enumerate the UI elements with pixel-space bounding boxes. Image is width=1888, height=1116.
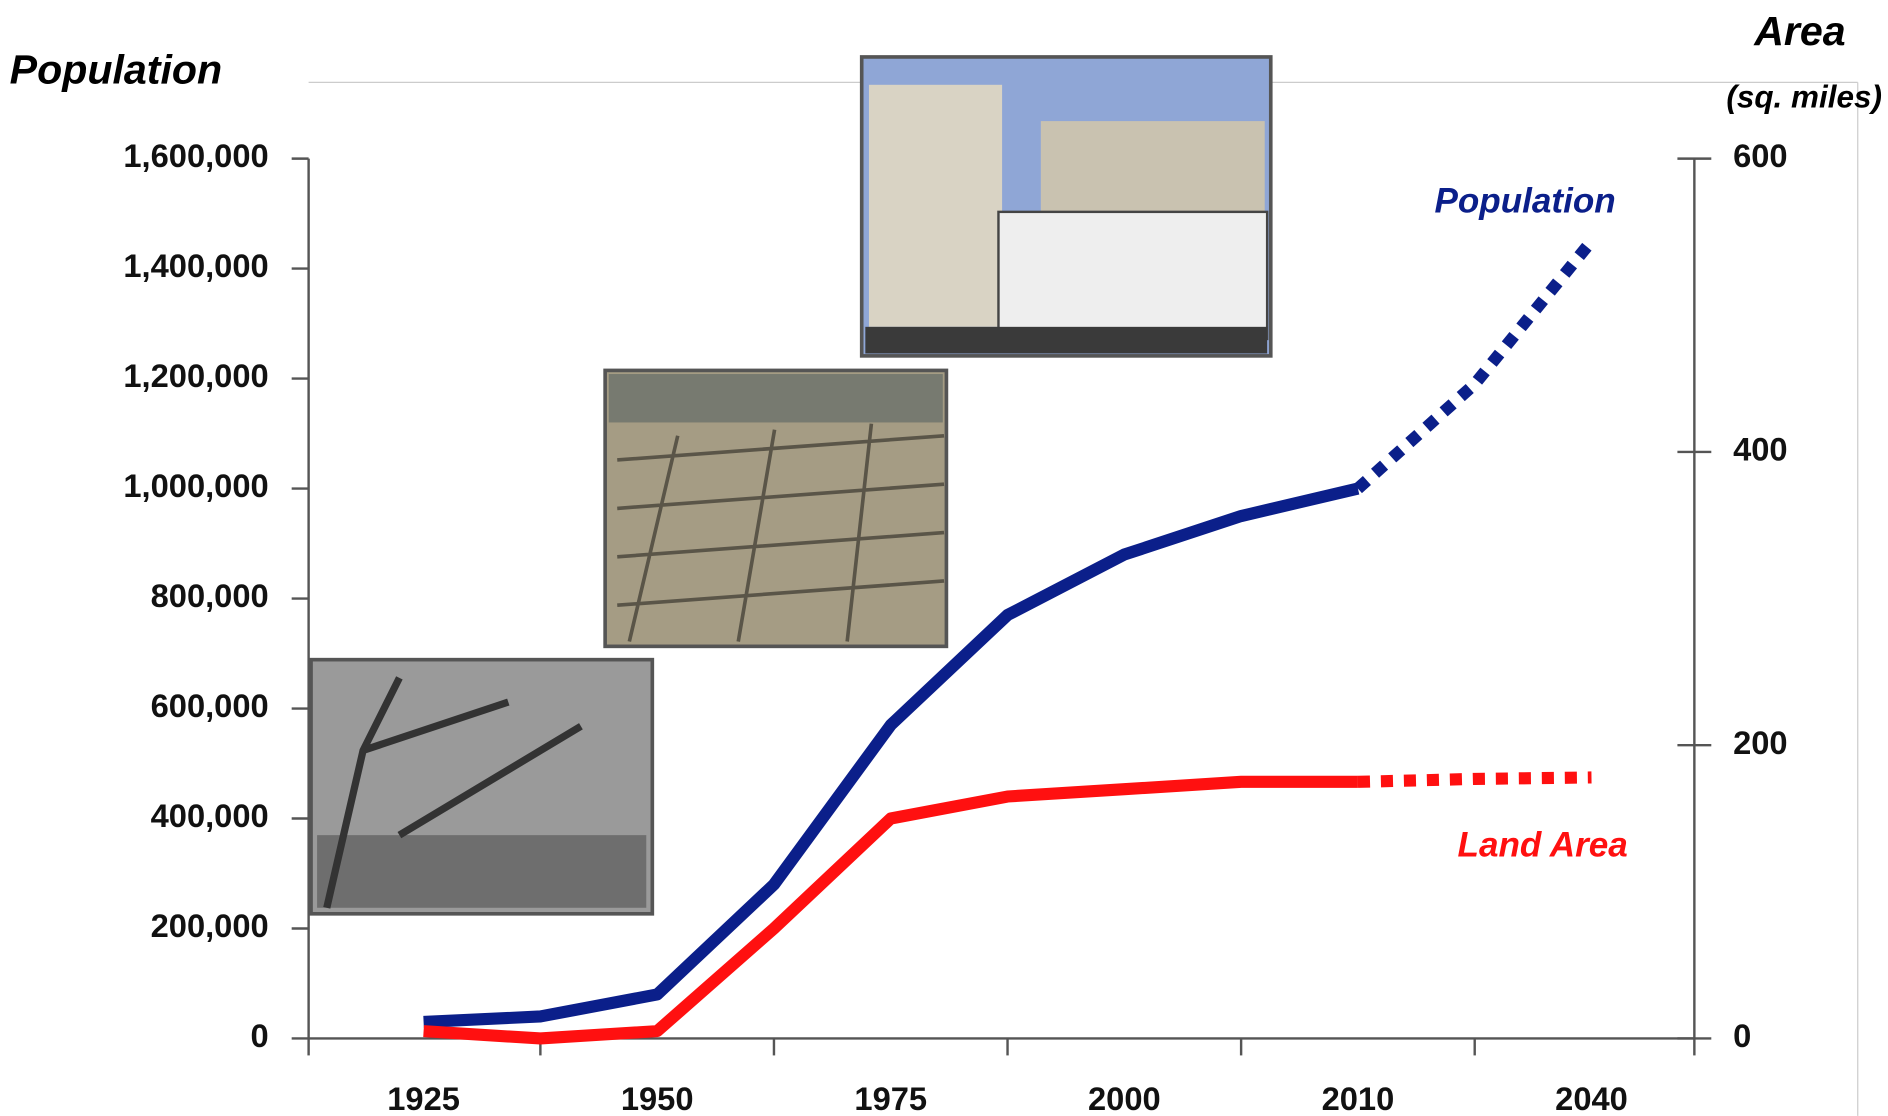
x-tick-label: 1925 [387,1080,460,1116]
series-label: Land Area [1458,826,1628,865]
y-tick-label: 0 [251,1017,269,1054]
y-tick-label: 1,000,000 [123,467,268,504]
x-tick-label: 1975 [854,1080,927,1116]
y2-tick-label: 0 [1733,1017,1751,1054]
photo-bus [862,57,1271,356]
x-tick-label: 2000 [1088,1080,1161,1116]
y-tick-label: 200,000 [151,907,269,944]
y2-tick-label: 400 [1733,431,1788,468]
photo-suburb [605,370,946,646]
y-tick-label: 600,000 [151,687,269,724]
y-tick-label: 1,400,000 [123,247,268,284]
y2-axis-subtitle: (sq. miles) [1726,80,1882,115]
y-axis-title: Population [10,47,222,93]
x-tick-label: 2040 [1555,1080,1628,1116]
y-tick-label: 1,200,000 [123,357,268,394]
x-tick-label: 1950 [621,1080,694,1116]
chart: Population Area (sq. miles) Population L… [0,0,1888,1116]
y2-tick-label: 200 [1733,724,1788,761]
y-tick-label: 1,600,000 [123,137,268,174]
projection-line [1358,241,1592,488]
projection-line [1358,777,1592,781]
y-tick-label: 400,000 [151,797,269,834]
photo-orchard [311,660,652,914]
series-label: Population [1434,182,1615,221]
y2-axis-title: Area [1753,8,1845,54]
x-tick-label: 2010 [1322,1080,1395,1116]
y-tick-label: 800,000 [151,577,269,614]
y2-tick-label: 600 [1733,137,1788,174]
